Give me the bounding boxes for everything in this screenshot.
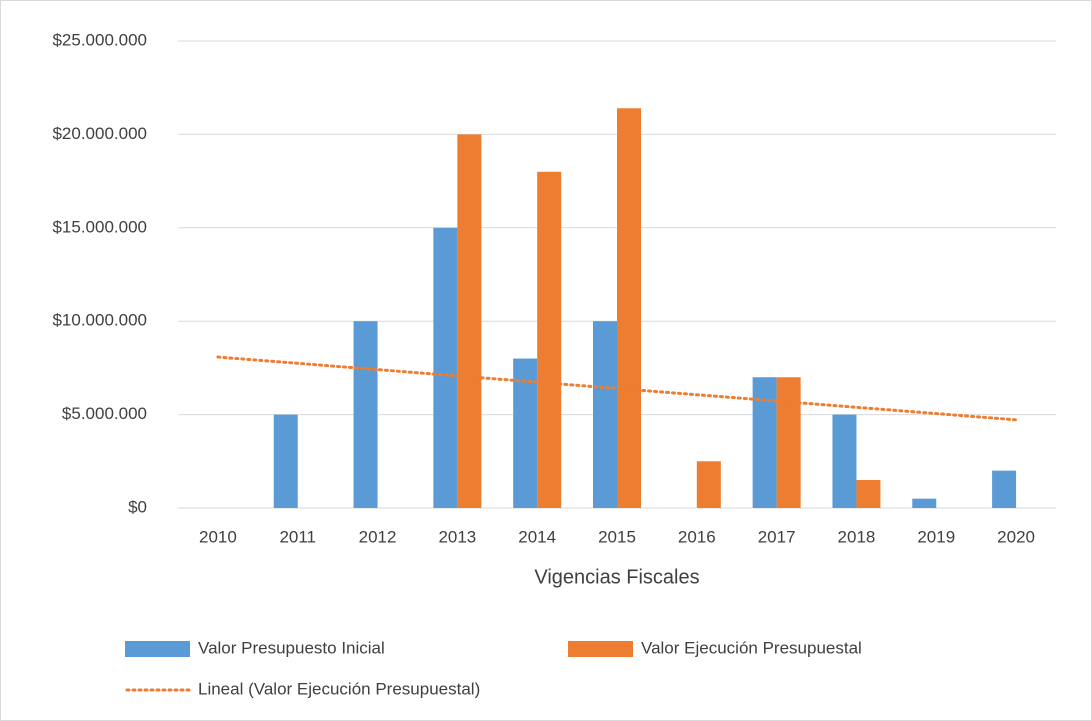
x-tick-label: 2020 [997, 527, 1035, 546]
y-tick-label: $15.000.000 [52, 217, 147, 236]
bar [992, 470, 1017, 508]
legend-label: Lineal (Valor Ejecución Presupuestal) [198, 679, 480, 698]
bar [856, 479, 881, 508]
bar [832, 414, 857, 508]
y-tick-label: $25.000.000 [52, 30, 147, 49]
bar [696, 461, 721, 508]
x-tick-label: 2016 [678, 527, 716, 546]
trendline [216, 355, 1018, 422]
bar [433, 227, 458, 509]
x-tick-label: 2019 [917, 527, 955, 546]
x-tick-label: 2013 [438, 527, 476, 546]
legend-swatch [568, 641, 633, 657]
bar [513, 358, 538, 508]
bar [752, 377, 777, 508]
x-tick-label: 2010 [199, 527, 237, 546]
legend-label: Valor Ejecución Presupuestal [641, 638, 862, 657]
bar [593, 321, 617, 508]
x-tick-label: 2011 [279, 527, 316, 546]
bar [457, 134, 482, 508]
bar [617, 108, 641, 509]
x-tick-label: 2014 [518, 527, 556, 546]
bar [273, 414, 298, 508]
x-tick-label: 2015 [598, 527, 636, 546]
legend-label: Valor Presupuesto Inicial [198, 638, 385, 657]
x-axis-label: Vigencias Fiscales [534, 566, 699, 588]
bar [776, 377, 801, 508]
bar [537, 171, 562, 508]
y-tick-label: $5.000.000 [62, 404, 147, 423]
x-tick-label: 2018 [838, 527, 876, 546]
y-tick-label: $20.000.000 [52, 124, 147, 143]
legend-swatch [125, 641, 190, 657]
bar [353, 321, 378, 508]
y-tick-label: $0 [128, 497, 147, 516]
y-tick-label: $10.000.000 [52, 311, 147, 330]
x-tick-label: 2012 [359, 527, 397, 546]
x-tick-label: 2017 [758, 527, 796, 546]
bar [912, 498, 937, 508]
